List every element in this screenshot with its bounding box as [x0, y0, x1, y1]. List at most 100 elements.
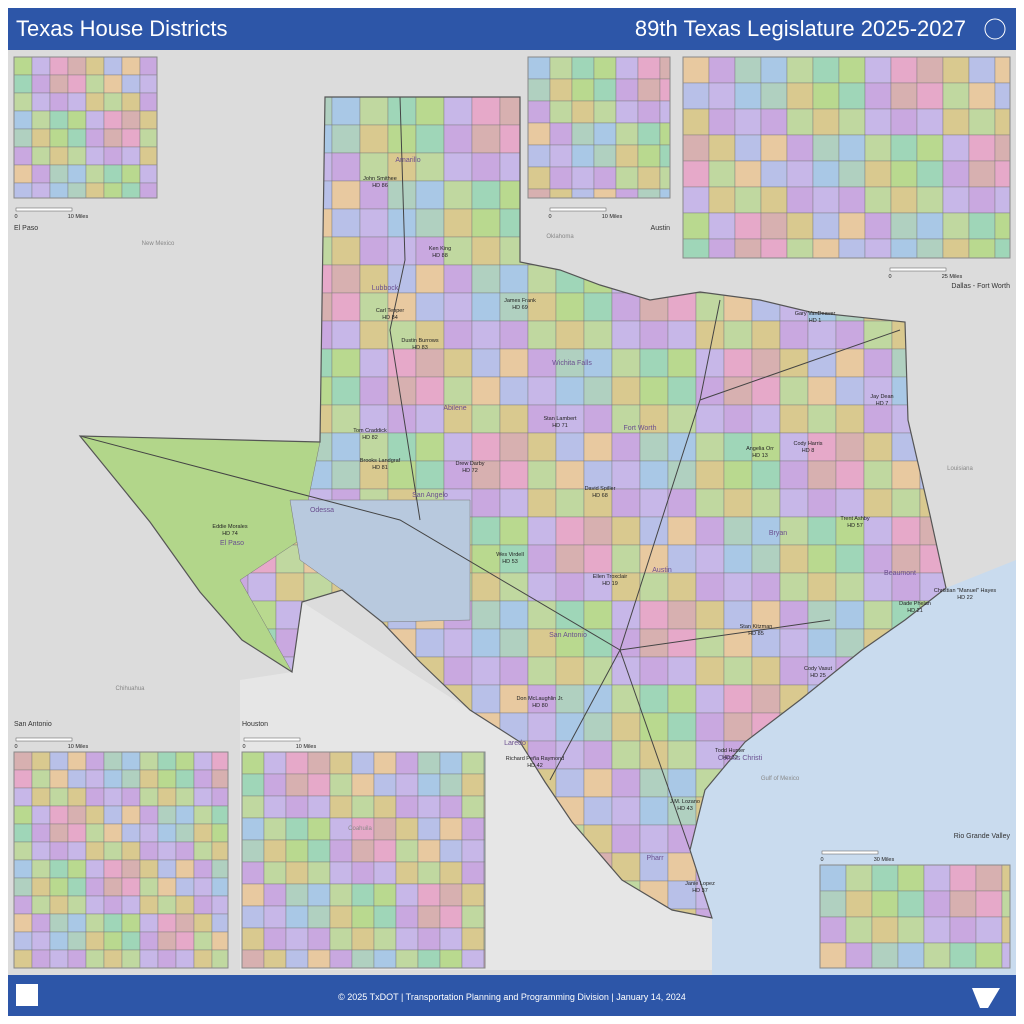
district [121, 57, 141, 76]
district [329, 795, 353, 819]
district [121, 752, 141, 771]
district [139, 92, 157, 112]
district [499, 348, 529, 378]
district-number: HD 7 [876, 401, 889, 407]
district [471, 432, 501, 462]
district [786, 160, 814, 188]
district [85, 752, 105, 771]
district [683, 82, 710, 110]
district-number: HD 42 [527, 763, 543, 769]
district [555, 376, 585, 406]
district [863, 460, 893, 490]
district [871, 890, 899, 918]
district [871, 916, 899, 944]
district [49, 74, 69, 94]
district [139, 182, 157, 198]
city-label: Pharr [646, 855, 664, 862]
district [751, 348, 781, 378]
district [555, 320, 585, 350]
district [85, 769, 105, 789]
district [471, 124, 501, 154]
district [373, 905, 397, 929]
district [263, 752, 287, 775]
district [417, 817, 441, 841]
district [820, 942, 847, 968]
district [373, 927, 397, 951]
district [85, 805, 105, 825]
district [708, 160, 736, 188]
district [779, 516, 809, 546]
district [415, 628, 445, 658]
district [760, 108, 788, 136]
district [67, 895, 87, 915]
district [67, 146, 87, 166]
district [14, 877, 33, 897]
district [708, 212, 736, 240]
district-number: HD 71 [552, 423, 568, 429]
district [968, 186, 996, 214]
district [439, 905, 463, 929]
district [639, 712, 669, 742]
district [639, 600, 669, 630]
district [242, 883, 265, 907]
district [193, 949, 213, 968]
district [242, 817, 265, 841]
district [443, 628, 473, 658]
district [786, 82, 814, 110]
district [285, 905, 309, 929]
district [139, 859, 159, 879]
district [942, 82, 970, 110]
district [639, 740, 669, 770]
district [85, 787, 105, 807]
district [139, 146, 157, 166]
district [779, 544, 809, 574]
district [637, 144, 661, 168]
district [461, 773, 485, 797]
district [471, 97, 501, 126]
district [571, 188, 595, 198]
district [193, 752, 213, 771]
district-member: Don McLaughlin Jr. [516, 696, 564, 702]
district [121, 769, 141, 789]
district [751, 684, 781, 714]
district [968, 160, 996, 188]
district [331, 97, 361, 126]
district [527, 292, 557, 322]
district [639, 796, 669, 826]
district [175, 931, 195, 951]
district [373, 773, 397, 797]
scale-end: 10 Miles [296, 744, 317, 750]
district [471, 600, 501, 630]
district [359, 376, 389, 406]
district [417, 861, 441, 885]
district [555, 544, 585, 574]
district [760, 160, 788, 188]
district [14, 805, 33, 825]
district [49, 128, 69, 148]
district [667, 628, 697, 658]
district [359, 264, 389, 294]
district [14, 110, 33, 130]
district [549, 100, 573, 124]
district [103, 57, 123, 76]
district [527, 516, 557, 546]
inset-frame [13, 56, 158, 199]
district [31, 110, 51, 130]
district [415, 264, 445, 294]
district [639, 824, 669, 854]
district [443, 320, 473, 350]
district [786, 57, 814, 84]
district [395, 861, 419, 885]
district [812, 82, 840, 110]
district [528, 144, 551, 168]
district [67, 913, 87, 933]
district [67, 787, 87, 807]
district [395, 795, 419, 819]
district [67, 57, 87, 76]
district [527, 404, 557, 434]
district [949, 942, 977, 968]
district [807, 460, 837, 490]
district [571, 166, 595, 190]
district [359, 460, 389, 490]
district [14, 841, 33, 861]
